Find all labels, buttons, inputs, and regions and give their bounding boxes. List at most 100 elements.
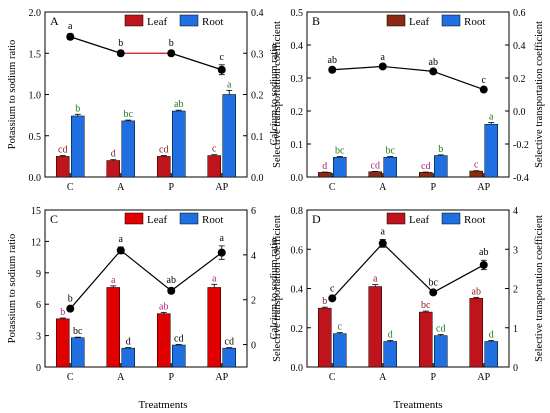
bar-significance-label: d bbox=[111, 149, 116, 160]
x-axis-label-right: Treatments bbox=[393, 399, 442, 411]
y-tick-label: 1.5 bbox=[29, 49, 42, 60]
bar-significance-label: b bbox=[60, 307, 65, 318]
line-significance-label: c bbox=[330, 283, 335, 294]
legend-label: Root bbox=[464, 214, 485, 226]
bar-leaf bbox=[318, 172, 332, 178]
bar-significance-label: c bbox=[338, 322, 343, 333]
line-segment bbox=[171, 52, 222, 71]
bar-root bbox=[71, 115, 85, 178]
legend-label: Leaf bbox=[409, 16, 429, 28]
y2-tick-label: 0.6 bbox=[513, 8, 526, 19]
bar-significance-label: ab bbox=[159, 301, 168, 312]
y-tick-label: 0 bbox=[36, 363, 41, 374]
line-significance-label: c bbox=[220, 52, 225, 63]
bar-significance-label: cd bbox=[371, 160, 380, 171]
legend-label: Root bbox=[464, 16, 485, 28]
bar-significance-label: d bbox=[388, 330, 393, 341]
y2-tick-label: 2 bbox=[513, 285, 518, 296]
bar-root bbox=[434, 155, 448, 178]
panel-a: 0.00.51.01.52.00.00.10.20.30.4C A P APPotas… bbox=[7, 8, 283, 193]
line-significance-label: b bbox=[169, 38, 174, 49]
y2-tick-label: 1 bbox=[513, 324, 518, 335]
y-tick-label: 0.3 bbox=[291, 74, 304, 85]
panel-letter: A bbox=[50, 14, 59, 28]
line-segment bbox=[69, 249, 122, 310]
bar-root bbox=[172, 110, 186, 178]
bar-leaf bbox=[157, 313, 171, 368]
bar-significance-label: c bbox=[212, 144, 217, 155]
line-point bbox=[167, 49, 176, 58]
legend-swatch bbox=[124, 14, 144, 27]
y-axis-label: Calcium to sodium ratio bbox=[269, 238, 280, 340]
bar-leaf bbox=[419, 172, 433, 178]
bar-significance-label: a bbox=[212, 273, 217, 284]
bar-leaf bbox=[106, 287, 120, 368]
y-tick-label: 0.5 bbox=[29, 132, 42, 143]
bar-significance-label: a bbox=[373, 274, 378, 285]
line-point bbox=[116, 246, 125, 255]
legend-swatch bbox=[441, 212, 461, 225]
bar-significance-label: d bbox=[322, 161, 327, 172]
bar-root bbox=[383, 156, 397, 178]
bar-root bbox=[333, 156, 347, 178]
y2-tick-label: 0.0 bbox=[513, 107, 526, 118]
y-tick-label: 0.0 bbox=[291, 173, 304, 184]
bar-root bbox=[222, 94, 236, 178]
line-point bbox=[378, 239, 387, 248]
x-tick-label: A bbox=[117, 372, 125, 383]
bar-leaf bbox=[207, 287, 221, 368]
y-tick-label: 0.0 bbox=[29, 173, 42, 184]
y-tick-label: 0.5 bbox=[291, 8, 304, 19]
line-point bbox=[429, 67, 438, 76]
legend-label: Root bbox=[202, 16, 223, 28]
panel-letter: D bbox=[312, 212, 321, 226]
y-tick-label: 0.0 bbox=[291, 363, 304, 374]
y2-tick-label: 0.3 bbox=[251, 49, 264, 60]
y-tick-label: 0.6 bbox=[291, 245, 304, 256]
bar-root bbox=[172, 344, 186, 368]
line-point bbox=[116, 49, 125, 58]
y2-tick-label: 4 bbox=[513, 206, 518, 217]
line-significance-label: a bbox=[119, 234, 124, 245]
y2-tick-label: -0.4 bbox=[513, 173, 529, 184]
bar-significance-label: bc bbox=[73, 326, 83, 337]
plot-frame bbox=[306, 11, 510, 178]
bar-significance-label: c bbox=[474, 160, 479, 171]
x-tick-label: A bbox=[379, 372, 387, 383]
line-point bbox=[66, 32, 75, 41]
legend-swatch bbox=[386, 212, 406, 225]
y-tick-label: 0.2 bbox=[291, 324, 304, 335]
bar-significance-label: bc bbox=[386, 146, 396, 157]
y-tick-label: 12 bbox=[31, 237, 41, 248]
y2-tick-label: 0.4 bbox=[251, 8, 264, 19]
y2-tick-label: 0.4 bbox=[513, 41, 526, 52]
y-tick-label: 0.4 bbox=[291, 285, 304, 296]
line-segment bbox=[332, 65, 383, 71]
bar-leaf bbox=[368, 286, 382, 368]
line-point bbox=[328, 65, 337, 74]
y2-tick-label: 2 bbox=[251, 296, 256, 307]
y2-tick-label: -0.2 bbox=[513, 140, 529, 151]
bar-significance-label: cd bbox=[421, 161, 430, 172]
bar-significance-label: b bbox=[75, 103, 80, 114]
x-tick-label: AP bbox=[215, 182, 228, 193]
line-segment bbox=[382, 65, 434, 72]
bar-leaf bbox=[318, 307, 332, 368]
bar-significance-label: b bbox=[438, 144, 443, 155]
bar-root bbox=[333, 333, 347, 368]
bar-leaf bbox=[207, 155, 221, 178]
y-axis-label: Potassium to sodium ratio bbox=[7, 40, 18, 149]
y-tick-label: 1.0 bbox=[29, 91, 42, 102]
line-significance-label: ab bbox=[167, 275, 176, 286]
y2-axis-label: Selective transportation coefficient bbox=[272, 21, 283, 168]
x-tick-label: AP bbox=[215, 372, 228, 383]
panel-b: 0.0 0.1 0.2 0.3 0.4 0.5 -0.4 -0.2 0.0 0.2 0.4 0.6 C A… bbox=[269, 8, 545, 193]
bar-significance-label: d bbox=[489, 330, 494, 341]
line-significance-label: a bbox=[381, 52, 386, 63]
line-point bbox=[328, 294, 337, 303]
line-point bbox=[479, 85, 488, 94]
bar-significance-label: cd bbox=[58, 145, 67, 156]
line-point bbox=[378, 62, 387, 71]
